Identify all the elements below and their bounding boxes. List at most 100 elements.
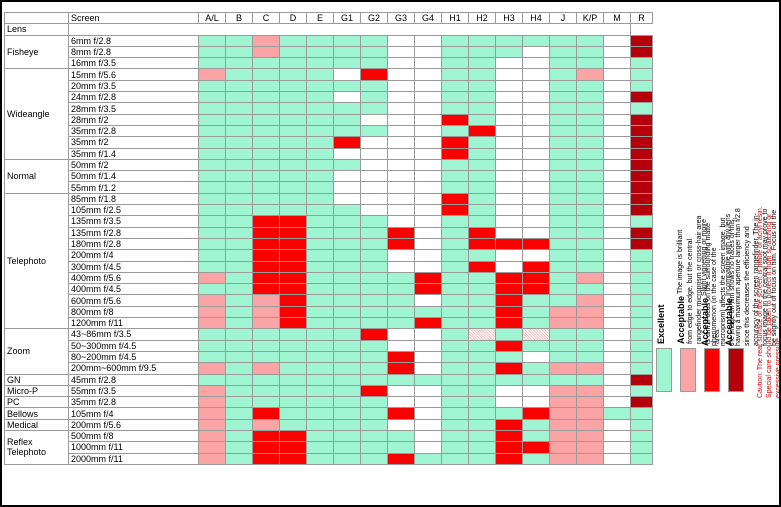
rating-cell [468, 91, 496, 104]
rating-cell [279, 305, 307, 319]
rating-cell [549, 396, 577, 409]
rating-cell [360, 45, 388, 59]
rating-cell [468, 452, 496, 465]
rating-cell [603, 34, 631, 47]
rating-cell [576, 45, 604, 59]
rating-cell [360, 396, 388, 409]
column-header: M [603, 11, 631, 25]
rating-cell [198, 170, 226, 183]
rating-cell [495, 34, 523, 47]
rating-cell [549, 226, 577, 239]
rating-cell [495, 113, 523, 126]
lens-name: 600mm f/5.6 [68, 294, 199, 307]
rating-cell [441, 226, 469, 239]
rating-cell [252, 384, 280, 398]
rating-cell [603, 113, 631, 126]
rating-cell [630, 283, 653, 296]
rating-cell [252, 441, 280, 454]
rating-cell [252, 271, 280, 285]
rating-cell [198, 418, 226, 431]
rating-cell [414, 113, 442, 126]
rating-cell [549, 362, 577, 375]
rating-cell [252, 102, 280, 115]
lens-group-label: Telephoto [4, 192, 69, 330]
rating-cell [630, 339, 653, 352]
table-row: 200mm~600mm f/9.5 [5, 362, 653, 375]
rating-cell [549, 441, 577, 454]
legend: Excellent Acceptable The image is brilli… [652, 206, 781, 502]
rating-cell [225, 170, 253, 183]
lens-name: 35mm f/2.8 [68, 124, 199, 138]
rating-cell [495, 362, 523, 375]
rating-cell [468, 113, 496, 126]
rating-cell [360, 441, 388, 454]
rating-cell [225, 226, 253, 239]
header-lens-spacer [4, 11, 69, 25]
rating-cell [333, 305, 361, 319]
rating-cell [522, 396, 550, 409]
rating-cell [306, 249, 334, 262]
rating-cell [360, 373, 388, 386]
rating-cell [495, 384, 523, 398]
rating-cell [468, 328, 496, 341]
rating-cell [414, 136, 442, 149]
rating-cell [576, 147, 604, 160]
rating-cell [522, 204, 550, 217]
table-row: 2000mm f/11 [5, 452, 653, 465]
rating-cell [468, 45, 496, 59]
column-header: E [306, 11, 334, 25]
rating-cell [279, 147, 307, 160]
rating-cell [306, 34, 334, 47]
rating-cell [360, 339, 388, 352]
table-row: 800mm f/8 [5, 305, 653, 319]
rating-cell [252, 192, 280, 206]
rating-cell [306, 294, 334, 307]
table-row: GN 45mm f/2.8 [4, 373, 653, 386]
column-header: C [252, 11, 280, 25]
rating-cell [225, 396, 253, 409]
lens-name: 35mm f/1.4 [68, 147, 199, 160]
rating-cell [441, 181, 469, 194]
rating-cell [279, 350, 307, 364]
rating-cell [225, 350, 253, 364]
header-row: Screen A/L B C D E G1 G2 G3 G4 H1 H2 H3 H4 J K/P M R [4, 11, 653, 25]
rating-cell [387, 68, 415, 81]
rating-cell [279, 441, 307, 454]
table-row: 300mm f/4.5 [5, 260, 653, 273]
rating-cell [360, 362, 388, 375]
rating-cell [522, 170, 550, 183]
rating-cell [360, 452, 388, 465]
rating-cell [198, 102, 226, 115]
rating-cell [468, 215, 496, 228]
rating-cell [333, 147, 361, 160]
rating-cell [225, 192, 253, 206]
rating-cell [360, 249, 388, 262]
rating-cell [441, 418, 469, 431]
rating-cell [306, 328, 334, 341]
rating-cell [279, 328, 307, 341]
column-header: G4 [414, 11, 442, 25]
rating-cell [441, 260, 469, 273]
rating-cell [468, 57, 496, 70]
rating-cell [630, 373, 653, 386]
rating-cell [279, 102, 307, 115]
rating-cell [252, 305, 280, 319]
rating-cell [306, 192, 334, 206]
lens-name: 135mm f/2.8 [68, 226, 199, 239]
rating-cell [630, 102, 653, 115]
rating-cell [468, 283, 496, 296]
rating-cell [468, 396, 496, 409]
rating-cell [306, 79, 334, 93]
rating-cell [468, 170, 496, 183]
rating-cell [306, 350, 334, 364]
rating-cell [549, 305, 577, 319]
rating-cell [333, 260, 361, 273]
rating-cell [522, 362, 550, 375]
rating-cell [441, 136, 469, 149]
rating-cell [279, 57, 307, 70]
rating-cell [468, 294, 496, 307]
lens-group-label: Wideangle [4, 68, 69, 160]
rating-cell [198, 91, 226, 104]
rating-cell [225, 79, 253, 93]
rating-cell [630, 237, 653, 251]
